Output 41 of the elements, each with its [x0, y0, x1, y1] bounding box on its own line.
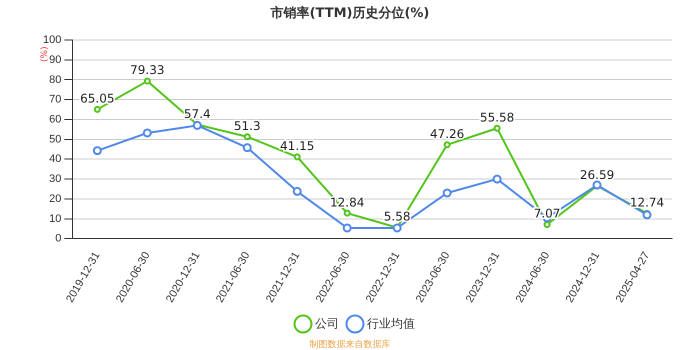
point [94, 106, 101, 113]
data-label: 57.4 [184, 106, 211, 121]
y-tick-label: 100 [42, 34, 62, 46]
data-label: 12.74 [630, 195, 664, 210]
y-tick-label: 80 [49, 74, 62, 86]
y-tick-label: 20 [49, 192, 62, 205]
point [142, 128, 152, 138]
y-tick-label: 50 [49, 133, 62, 146]
point [444, 141, 451, 148]
point [344, 210, 351, 217]
y-tick-label: 30 [49, 173, 62, 186]
data-label: 79.33 [130, 63, 164, 78]
data-label: 65.05 [80, 92, 115, 106]
y-tick-label: 40 [49, 153, 62, 166]
data-label: 26.59 [580, 168, 614, 182]
data-label: 41.15 [280, 139, 314, 154]
point [642, 210, 652, 220]
y-axis-title: (%) [40, 46, 50, 62]
legend-label: 公司 [315, 316, 339, 330]
point [442, 188, 452, 198]
point [92, 146, 102, 156]
point [244, 133, 251, 140]
y-tick-label: 70 [49, 94, 62, 106]
y-tick-label: 10 [49, 212, 62, 225]
point [144, 78, 151, 85]
point [494, 124, 501, 132]
point [492, 174, 502, 184]
point [342, 223, 352, 232]
y-tick-label: 60 [49, 114, 62, 126]
y-tick-label: 0 [55, 232, 62, 245]
data-label: 47.26 [430, 126, 464, 141]
data-label: 55.58 [480, 110, 514, 124]
point [294, 153, 301, 160]
point [242, 143, 252, 152]
chart-title: 市销率(TTM)历史分位(%) [270, 4, 430, 22]
point [292, 186, 302, 196]
legend-label: 行业均值 [367, 316, 415, 330]
y-tick-label: 90 [49, 54, 62, 66]
point [544, 221, 551, 228]
text: 制图数据来自数据库 [308, 338, 392, 350]
data-label: 51.3 [234, 118, 261, 133]
